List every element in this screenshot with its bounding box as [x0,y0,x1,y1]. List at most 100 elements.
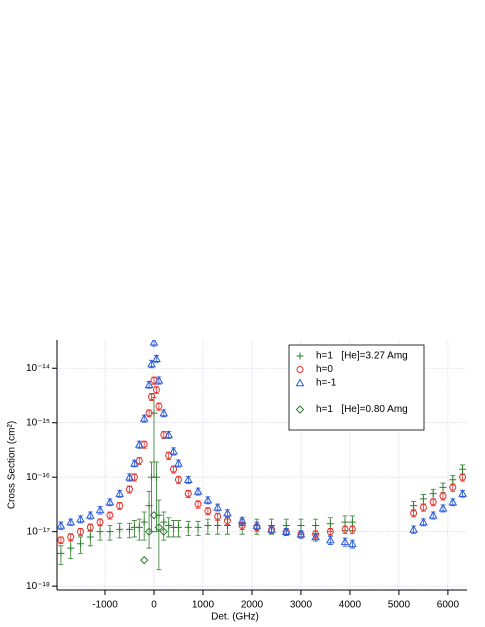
x-tick-label: 3000 [290,600,313,611]
marker-plus [204,521,212,529]
error-bar [151,397,157,478]
marker-triangle [169,446,178,455]
marker-triangle [115,489,125,497]
marker-triangle [267,524,276,533]
x-tick-label: 1000 [192,600,215,611]
legend-label: h=1 [He]=3.27 Amg [316,351,408,362]
marker-circle [214,512,222,520]
marker-triangle [76,514,85,523]
marker-circle [449,483,457,491]
marker-triangle [139,413,149,422]
marker-diamond [144,527,154,536]
marker-plus [96,528,104,536]
marker-triangle [144,380,154,388]
marker-triangle [311,532,320,541]
y-tick-label: 10⁻¹⁸ [26,581,50,592]
marker-circle [410,509,418,517]
marker-plus [410,502,418,510]
marker-triangle [428,510,438,519]
marker-circle [165,452,173,460]
marker-plus [125,525,133,533]
marker-triangle [281,527,291,535]
marker-triangle [252,520,262,529]
x-axis-label: Det. (GHz) [211,612,259,623]
marker-triangle [296,529,306,538]
marker-diamond [149,511,159,520]
y-tick-label: 10⁻¹⁷ [27,526,51,537]
marker-plus [297,521,305,529]
marker-plus [57,549,65,557]
marker-triangle [134,439,144,448]
marker-triangle [105,497,115,506]
marker-circle [348,525,356,533]
marker-circle [429,498,437,506]
marker-triangle [348,539,357,548]
marker-circle [170,465,178,473]
marker-circle [174,476,182,484]
marker-triangle [438,503,448,512]
marker-circle [67,533,75,541]
marker-circle [194,500,202,508]
legend: h=1 [He]=3.27 Amg h=0 h=-1 h=1 [He]=0.80 Am… [288,344,425,431]
marker-triangle [237,516,247,524]
marker-triangle [340,537,350,546]
y-tick-label: 10⁻¹⁴ [26,363,50,374]
marker-triangle [448,497,458,506]
x-tick-label: 2000 [241,600,264,611]
marker-circle [155,402,163,410]
marker-circle [223,517,231,525]
marker-triangle [203,495,213,504]
marker-circle [57,536,65,544]
marker-plus [296,352,304,360]
marker-circle [145,409,153,417]
marker-circle [184,490,192,498]
marker-plus [194,523,202,531]
marker-triangle [409,524,418,533]
x-tick-label: 5000 [388,600,411,611]
marker-plus [135,523,143,531]
marker-triangle [159,408,169,417]
legend-label: h=-1 [316,378,337,389]
marker-triangle [130,458,139,467]
error-bar [146,490,152,549]
legend-label: h=0 [316,364,333,375]
marker-plus [439,483,447,491]
marker-circle [77,528,85,536]
marker-circle [152,386,160,394]
marker-triangle [164,430,174,439]
marker-triangle [295,378,305,387]
marker-plus [184,523,192,531]
marker-circle [116,502,124,510]
legend-label: h=1 [He]=0.80 Amg [316,404,408,415]
marker-plus [152,473,160,481]
marker-plus [449,476,457,484]
marker-circle [125,485,133,493]
marker-triangle [125,472,134,481]
marker-circle [341,525,349,533]
legend-box [288,344,425,431]
y-axis-label: Cross Section (cm²) [7,421,18,509]
marker-circle [204,507,212,515]
axes: -1000 0 1000 2000 3000 4000 5000 6000 10⁻¹⁸ 10⁻¹⁷… [26,340,467,611]
x-tick-label: 6000 [437,600,460,611]
marker-triangle [325,535,335,544]
marker-triangle [183,475,193,483]
marker-plus [140,518,148,526]
marker-plus [312,521,320,529]
marker-circle [96,518,104,526]
marker-triangle [458,489,467,497]
grid [57,340,467,590]
marker-plus [165,521,173,529]
error-bar [156,499,162,571]
marker-plus [429,490,437,498]
y-tick-label: 10⁻¹⁶ [26,472,50,483]
plot-area [57,340,467,571]
x-tick-label: 4000 [339,600,362,611]
marker-triangle [149,340,159,346]
marker-triangle [152,354,161,362]
marker-diamond [159,527,168,536]
marker-circle [148,393,156,401]
marker-plus [106,528,114,536]
marker-plus [155,511,163,519]
